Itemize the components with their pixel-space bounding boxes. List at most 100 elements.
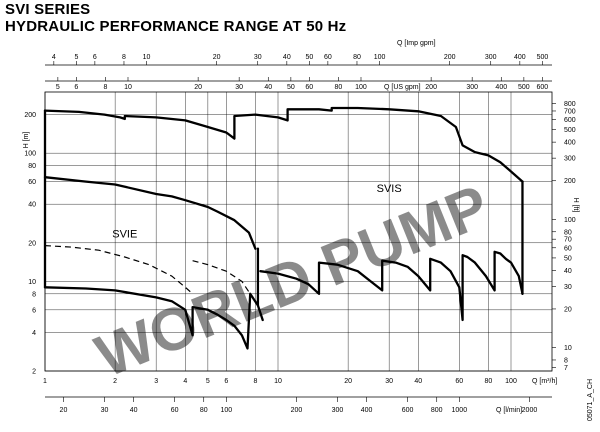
x-tick-usgpm: 6 <box>74 84 78 91</box>
chart-subtitle: HYDRAULIC PERFORMANCE RANGE AT 50 Hz <box>5 18 347 35</box>
x-tick-impgpm: 40 <box>283 54 291 61</box>
watermark: WORLD PUMP <box>87 172 498 390</box>
x-tick-m3h: 20 <box>344 378 352 385</box>
y-tick-ft: 8 <box>564 357 568 364</box>
x-tick-m3h: 10 <box>274 378 282 385</box>
x-tick-usgpm: 10 <box>124 84 132 91</box>
x-tick-lmin: 30 <box>101 407 109 414</box>
annotation-svis: SVIS <box>377 183 402 195</box>
y-tick-m: 4 <box>32 330 36 337</box>
series-svis-upper-envelope-0 <box>43 106 524 183</box>
x-tick-usgpm: 300 <box>466 84 478 91</box>
x-tick-impgpm: 4 <box>52 54 56 61</box>
x-tick-impgpm: 400 <box>514 54 526 61</box>
y-tick-ft: 500 <box>564 127 576 134</box>
y-tick-m: 20 <box>28 240 36 247</box>
x-tick-lmin: 20 <box>60 407 68 414</box>
x-tick-impgpm: 500 <box>537 54 549 61</box>
x-tick-lmin: 2000 <box>522 407 538 414</box>
y-tick-m: 8 <box>32 291 36 298</box>
y-tick-ft: 80 <box>564 229 572 236</box>
x-tick-lmin: 40 <box>130 407 138 414</box>
x-tick-m3h: 4 <box>183 378 187 385</box>
x-axis-label-m3h: Q [m³/h] <box>532 378 557 385</box>
x-tick-impgpm: 300 <box>485 54 497 61</box>
x-tick-impgpm: 80 <box>353 54 361 61</box>
x-tick-impgpm: 5 <box>74 54 78 61</box>
x-tick-usgpm: 40 <box>264 84 272 91</box>
x-tick-impgpm: 6 <box>93 54 97 61</box>
y-tick-ft: 50 <box>564 255 572 262</box>
x-tick-impgpm: 200 <box>444 54 456 61</box>
series-svie-lower-sawtooth-3 <box>43 286 264 350</box>
footer-code: 05071_A_CH <box>587 379 594 421</box>
x-tick-usgpm: 60 <box>305 84 313 91</box>
x-tick-impgpm: 50 <box>306 54 314 61</box>
x-tick-usgpm: 400 <box>495 84 507 91</box>
x-tick-lmin: 100 <box>220 407 232 414</box>
x-tick-usgpm: 80 <box>335 84 343 91</box>
x-tick-m3h: 40 <box>414 378 422 385</box>
x-tick-lmin: 800 <box>431 407 443 414</box>
series-svie-variant-4 <box>44 245 193 295</box>
x-tick-usgpm: 500 <box>518 84 530 91</box>
x-tick-usgpm: 600 <box>536 84 548 91</box>
y-tick-ft: 800 <box>564 101 576 108</box>
x-tick-m3h: 2 <box>113 378 117 385</box>
x-tick-m3h: 6 <box>224 378 228 385</box>
x-tick-lmin: 600 <box>402 407 414 414</box>
y-tick-ft: 7 <box>564 365 568 372</box>
y-tick-m: 6 <box>32 307 36 314</box>
x-tick-lmin: 300 <box>332 407 344 414</box>
y-tick-m: 10 <box>28 279 36 286</box>
x-tick-impgpm: 8 <box>122 54 126 61</box>
y-tick-ft: 30 <box>564 284 572 291</box>
x-tick-m3h: 3 <box>154 378 158 385</box>
x-tick-lmin: 1000 <box>452 407 468 414</box>
y-tick-m: 80 <box>28 163 36 170</box>
x-tick-impgpm: 30 <box>254 54 262 61</box>
x-axis-label-usgpm: Q [US gpm] <box>384 84 421 91</box>
y-tick-m: 100 <box>24 151 36 158</box>
x-tick-m3h: 8 <box>253 378 257 385</box>
y-tick-ft: 70 <box>564 237 572 244</box>
y-tick-ft: 200 <box>564 178 576 185</box>
series-svie-upper-envelope-2 <box>43 176 257 250</box>
y-tick-ft: 100 <box>564 217 576 224</box>
annotation-svie: SVIE <box>112 228 137 240</box>
x-tick-usgpm: 5 <box>56 84 60 91</box>
x-tick-lmin: 400 <box>361 407 373 414</box>
x-tick-lmin: 80 <box>200 407 208 414</box>
x-tick-m3h: 30 <box>385 378 393 385</box>
x-tick-usgpm: 50 <box>287 84 295 91</box>
y-tick-ft: 60 <box>564 245 572 252</box>
y-tick-ft: 400 <box>564 140 576 147</box>
x-tick-impgpm: 60 <box>324 54 332 61</box>
x-tick-lmin: 60 <box>171 407 179 414</box>
x-axis-label-impgpm: Q [Imp gpm] <box>397 40 436 47</box>
y-tick-m: 200 <box>24 112 36 119</box>
x-tick-usgpm: 100 <box>355 84 367 91</box>
x-tick-m3h: 5 <box>206 378 210 385</box>
y-tick-m: 60 <box>28 179 36 186</box>
x-tick-impgpm: 10 <box>143 54 151 61</box>
chart-title: SVI SERIES <box>5 1 91 18</box>
y-tick-m: 40 <box>28 202 36 209</box>
x-tick-impgpm: 100 <box>374 54 386 61</box>
y-tick-ft: 700 <box>564 108 576 115</box>
y-tick-ft: 10 <box>564 345 572 352</box>
series-svie-variant-5 <box>192 260 251 295</box>
x-tick-m3h: 100 <box>505 378 517 385</box>
x-tick-m3h: 1 <box>43 378 47 385</box>
x-tick-usgpm: 8 <box>103 84 107 91</box>
y-tick-ft: 300 <box>564 156 576 163</box>
x-tick-m3h: 80 <box>485 378 493 385</box>
y-tick-ft: 600 <box>564 117 576 124</box>
x-tick-m3h: 60 <box>455 378 463 385</box>
y-tick-ft: 20 <box>564 306 572 313</box>
x-tick-lmin: 200 <box>291 407 303 414</box>
y-axis-label-ft: H [ft] <box>572 198 579 213</box>
x-axis-label-lmin: Q [l/min] <box>496 407 522 414</box>
y-tick-m: 2 <box>32 369 36 376</box>
